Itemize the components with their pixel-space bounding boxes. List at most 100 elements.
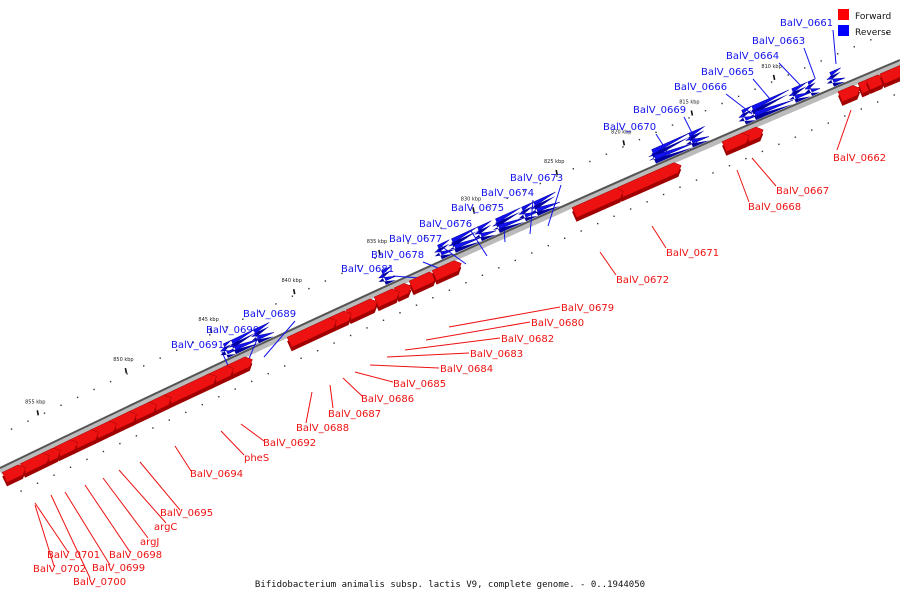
- gene-body[interactable]: [530, 191, 561, 213]
- forward-gene-label[interactable]: BalV_0680: [531, 318, 584, 329]
- minor-tick: [102, 450, 105, 453]
- gene-body[interactable]: [433, 239, 455, 256]
- forward-gene-label[interactable]: BalV_0668: [748, 202, 801, 213]
- gene-body[interactable]: [251, 322, 275, 340]
- forward-gene-label[interactable]: BalV_0699: [92, 563, 145, 574]
- gene-body[interactable]: [721, 132, 750, 153]
- gene-body[interactable]: [448, 226, 483, 250]
- gene-body[interactable]: [648, 132, 695, 160]
- reverse-gene-label[interactable]: BalV_0677: [389, 234, 442, 245]
- forward-gene-label[interactable]: BalV_0683: [470, 349, 523, 360]
- forward-gene-label[interactable]: BalV_0671: [666, 248, 719, 259]
- gene-body[interactable]: [788, 82, 812, 100]
- forward-gene-label[interactable]: BalV_0695: [160, 508, 213, 519]
- reverse-gene[interactable]: [377, 265, 397, 285]
- forward-gene-label[interactable]: BalV_0702: [33, 564, 86, 575]
- forward-gene-label[interactable]: BalV_0685: [393, 379, 446, 390]
- gene-body[interactable]: [228, 328, 261, 351]
- forward-gene[interactable]: [373, 288, 400, 312]
- reverse-gene-label[interactable]: BalV_0681: [341, 264, 394, 275]
- forward-gene[interactable]: [837, 85, 861, 106]
- reverse-gene-label[interactable]: BalV_0676: [419, 219, 472, 230]
- forward-gene[interactable]: [879, 65, 900, 88]
- reverse-gene[interactable]: [473, 220, 497, 242]
- forward-gene-label[interactable]: BalV_0684: [440, 364, 493, 375]
- reverse-gene-label[interactable]: BalV_0675: [451, 203, 504, 214]
- forward-gene-label[interactable]: argJ: [140, 537, 159, 548]
- reverse-gene[interactable]: [448, 226, 483, 253]
- forward-gene-label[interactable]: BalV_0672: [616, 275, 669, 286]
- forward-gene-label[interactable]: argC: [154, 522, 177, 533]
- minor-tick: [382, 319, 385, 321]
- reverse-gene[interactable]: [685, 126, 710, 148]
- forward-gene-label[interactable]: pheS: [244, 453, 269, 464]
- reverse-gene-label[interactable]: BalV_0673: [510, 173, 563, 184]
- gene-body[interactable]: [286, 317, 337, 348]
- reverse-gene[interactable]: [517, 201, 539, 222]
- reverse-gene[interactable]: [530, 191, 561, 216]
- gene-body[interactable]: [571, 187, 624, 219]
- forward-gene[interactable]: [286, 317, 337, 352]
- gene-body[interactable]: [879, 65, 900, 85]
- reverse-gene[interactable]: [433, 239, 455, 260]
- minor-tick: [853, 46, 855, 48]
- gene-body[interactable]: [1, 464, 26, 483]
- forward-gene[interactable]: [721, 132, 750, 156]
- reverse-gene-label[interactable]: BalV_0669: [633, 105, 686, 116]
- reverse-gene[interactable]: [738, 105, 757, 125]
- forward-gene-label[interactable]: BalV_0701: [47, 550, 100, 561]
- reverse-gene-label[interactable]: BalV_0689: [243, 309, 296, 320]
- reverse-gene[interactable]: [228, 328, 261, 355]
- minor-tick: [556, 175, 558, 177]
- reverse-gene-label[interactable]: BalV_0666: [674, 82, 727, 93]
- gene-body[interactable]: [804, 78, 821, 93]
- gene-body[interactable]: [431, 260, 462, 281]
- reverse-gene-label[interactable]: BalV_0691: [171, 340, 224, 351]
- forward-gene-label[interactable]: BalV_0667: [776, 186, 829, 197]
- forward-gene-label[interactable]: BalV_0679: [561, 303, 614, 314]
- minor-tick: [258, 310, 260, 313]
- reverse-gene-label[interactable]: BalV_0670: [603, 122, 656, 133]
- gene-body[interactable]: [219, 339, 237, 355]
- reverse-gene[interactable]: [251, 322, 275, 344]
- gene-body[interactable]: [473, 220, 497, 238]
- reverse-gene-label[interactable]: BalV_0690: [206, 325, 259, 336]
- gene-body[interactable]: [373, 288, 400, 308]
- reverse-gene-label[interactable]: BalV_0665: [701, 67, 754, 78]
- reverse-gene-label[interactable]: BalV_0664: [726, 51, 779, 62]
- reverse-gene-label[interactable]: BalV_0674: [481, 188, 534, 199]
- gene-body[interactable]: [377, 265, 397, 282]
- forward-gene-label[interactable]: BalV_0694: [190, 469, 243, 480]
- reverse-gene[interactable]: [748, 89, 794, 121]
- forward-gene-label[interactable]: BalV_0688: [296, 423, 349, 434]
- forward-gene-label[interactable]: BalV_0687: [328, 409, 381, 420]
- reverse-gene-label[interactable]: BalV_0661: [780, 18, 833, 29]
- forward-gene-label[interactable]: BalV_0662: [833, 153, 886, 164]
- minor-tick: [60, 404, 62, 406]
- gene-body[interactable]: [826, 67, 846, 83]
- forward-gene[interactable]: [1, 464, 26, 487]
- gene-body[interactable]: [837, 85, 861, 103]
- forward-gene-label[interactable]: BalV_0700: [73, 577, 126, 588]
- forward-gene-label[interactable]: BalV_0682: [501, 334, 554, 345]
- forward-gene[interactable]: [571, 187, 624, 222]
- reverse-gene[interactable]: [648, 132, 695, 164]
- gene-body[interactable]: [492, 207, 526, 230]
- reverse-gene[interactable]: [219, 339, 237, 358]
- reverse-gene-label[interactable]: BalV_0663: [752, 36, 805, 47]
- reverse-gene[interactable]: [826, 67, 846, 87]
- forward-gene-label[interactable]: BalV_0686: [361, 394, 414, 405]
- reverse-gene[interactable]: [492, 207, 526, 233]
- forward-gene-label[interactable]: BalV_0698: [109, 550, 162, 561]
- minor-tick: [109, 380, 112, 383]
- minor-tick: [860, 108, 862, 110]
- gene-shadow: [738, 110, 756, 125]
- gene-body[interactable]: [685, 126, 710, 144]
- forward-gene-label[interactable]: BalV_0692: [263, 438, 316, 449]
- reverse-gene-label[interactable]: BalV_0678: [371, 250, 424, 261]
- gene-body[interactable]: [517, 201, 539, 218]
- gene-body[interactable]: [748, 89, 794, 117]
- reverse-gene[interactable]: [788, 82, 812, 103]
- forward-gene[interactable]: [431, 260, 462, 285]
- gene-body[interactable]: [738, 105, 757, 121]
